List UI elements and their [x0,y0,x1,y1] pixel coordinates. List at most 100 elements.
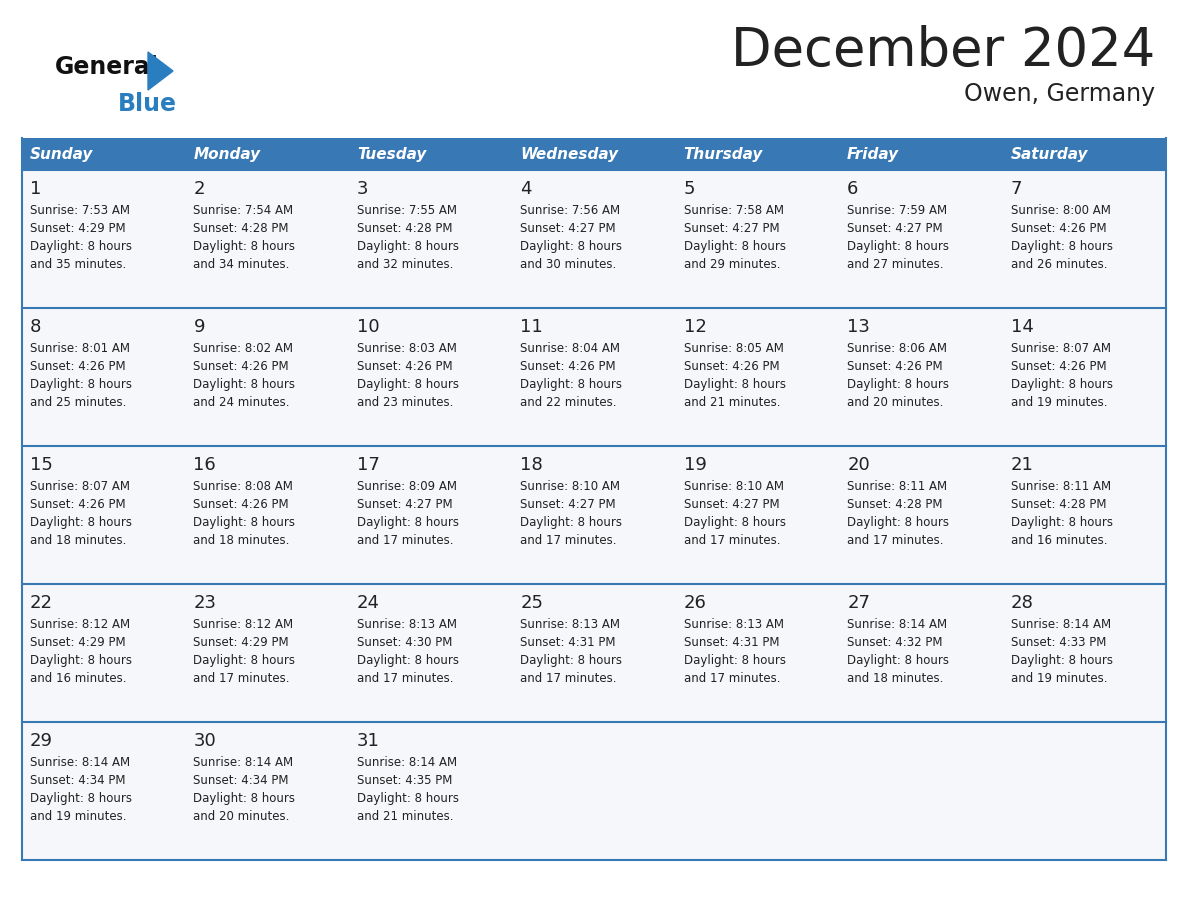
Text: Sunrise: 8:14 AM: Sunrise: 8:14 AM [30,756,131,769]
Text: Daylight: 8 hours: Daylight: 8 hours [356,792,459,805]
Text: and 16 minutes.: and 16 minutes. [30,672,126,685]
Text: Sunset: 4:26 PM: Sunset: 4:26 PM [520,360,615,373]
Text: Sunrise: 8:14 AM: Sunrise: 8:14 AM [847,618,947,631]
Text: 30: 30 [194,732,216,750]
Text: Daylight: 8 hours: Daylight: 8 hours [684,516,785,529]
Text: and 18 minutes.: and 18 minutes. [30,534,126,547]
Text: Sunrise: 7:54 AM: Sunrise: 7:54 AM [194,204,293,217]
Text: Daylight: 8 hours: Daylight: 8 hours [684,654,785,667]
Text: 6: 6 [847,180,859,198]
Text: Daylight: 8 hours: Daylight: 8 hours [356,516,459,529]
Text: Sunset: 4:27 PM: Sunset: 4:27 PM [356,498,453,511]
Text: Sunrise: 8:01 AM: Sunrise: 8:01 AM [30,342,129,355]
Text: and 16 minutes.: and 16 minutes. [1011,534,1107,547]
Text: Daylight: 8 hours: Daylight: 8 hours [847,378,949,391]
Text: Daylight: 8 hours: Daylight: 8 hours [1011,516,1113,529]
Text: Daylight: 8 hours: Daylight: 8 hours [30,240,132,253]
Text: Sunset: 4:26 PM: Sunset: 4:26 PM [30,498,126,511]
Text: 19: 19 [684,456,707,474]
Text: and 19 minutes.: and 19 minutes. [1011,396,1107,409]
Text: and 30 minutes.: and 30 minutes. [520,258,617,271]
Text: and 22 minutes.: and 22 minutes. [520,396,617,409]
Text: Sunset: 4:32 PM: Sunset: 4:32 PM [847,636,942,649]
Text: Sunset: 4:34 PM: Sunset: 4:34 PM [30,774,126,787]
Text: Sunset: 4:31 PM: Sunset: 4:31 PM [520,636,615,649]
Text: December 2024: December 2024 [731,25,1155,77]
Text: and 35 minutes.: and 35 minutes. [30,258,126,271]
Bar [839,138,1003,170]
Text: and 23 minutes.: and 23 minutes. [356,396,454,409]
Text: and 17 minutes.: and 17 minutes. [684,534,781,547]
Text: 4: 4 [520,180,532,198]
Text: 2: 2 [194,180,204,198]
Bar [676,138,839,170]
Text: and 17 minutes.: and 17 minutes. [520,534,617,547]
Text: Sunrise: 8:14 AM: Sunrise: 8:14 AM [194,756,293,769]
Polygon shape [148,52,173,90]
Text: Sunrise: 8:09 AM: Sunrise: 8:09 AM [356,480,457,493]
Text: 29: 29 [30,732,53,750]
Text: Daylight: 8 hours: Daylight: 8 hours [684,240,785,253]
Text: 16: 16 [194,456,216,474]
Text: Sunrise: 8:07 AM: Sunrise: 8:07 AM [30,480,129,493]
Text: and 21 minutes.: and 21 minutes. [684,396,781,409]
Text: 26: 26 [684,594,707,612]
Text: Sunrise: 8:12 AM: Sunrise: 8:12 AM [30,618,131,631]
Text: and 26 minutes.: and 26 minutes. [1011,258,1107,271]
Text: 11: 11 [520,318,543,336]
Text: 3: 3 [356,180,368,198]
Text: Sunrise: 8:12 AM: Sunrise: 8:12 AM [194,618,293,631]
Text: Wednesday: Wednesday [520,147,619,162]
Text: 22: 22 [30,594,53,612]
Text: Sunset: 4:35 PM: Sunset: 4:35 PM [356,774,453,787]
Text: Sunset: 4:26 PM: Sunset: 4:26 PM [30,360,126,373]
Text: Daylight: 8 hours: Daylight: 8 hours [194,516,296,529]
Text: and 27 minutes.: and 27 minutes. [847,258,943,271]
Text: Sunset: 4:26 PM: Sunset: 4:26 PM [194,360,289,373]
Text: and 17 minutes.: and 17 minutes. [356,534,454,547]
Text: 8: 8 [30,318,42,336]
Text: Daylight: 8 hours: Daylight: 8 hours [520,378,623,391]
Text: 23: 23 [194,594,216,612]
Text: Sunset: 4:26 PM: Sunset: 4:26 PM [847,360,943,373]
Text: Sunrise: 7:53 AM: Sunrise: 7:53 AM [30,204,129,217]
Text: Sunset: 4:33 PM: Sunset: 4:33 PM [1011,636,1106,649]
Text: 7: 7 [1011,180,1022,198]
Text: Sunset: 4:29 PM: Sunset: 4:29 PM [30,636,126,649]
Text: Sunrise: 8:05 AM: Sunrise: 8:05 AM [684,342,784,355]
Text: and 34 minutes.: and 34 minutes. [194,258,290,271]
Bar [512,138,676,170]
Text: Sunrise: 8:04 AM: Sunrise: 8:04 AM [520,342,620,355]
Text: and 21 minutes.: and 21 minutes. [356,810,454,823]
Text: Sunset: 4:28 PM: Sunset: 4:28 PM [194,222,289,235]
Text: General: General [55,55,159,79]
Bar [23,446,1165,584]
Text: and 20 minutes.: and 20 minutes. [847,396,943,409]
Text: and 19 minutes.: and 19 minutes. [30,810,126,823]
Text: Daylight: 8 hours: Daylight: 8 hours [1011,240,1113,253]
Text: Sunset: 4:28 PM: Sunset: 4:28 PM [1011,498,1106,511]
Text: Daylight: 8 hours: Daylight: 8 hours [30,792,132,805]
Text: Sunrise: 8:11 AM: Sunrise: 8:11 AM [847,480,947,493]
Text: Sunrise: 8:13 AM: Sunrise: 8:13 AM [684,618,784,631]
Text: Sunset: 4:31 PM: Sunset: 4:31 PM [684,636,779,649]
Text: Sunrise: 7:55 AM: Sunrise: 7:55 AM [356,204,457,217]
Text: Saturday: Saturday [1011,147,1088,162]
Text: Daylight: 8 hours: Daylight: 8 hours [847,654,949,667]
Bar [23,138,185,170]
Text: and 17 minutes.: and 17 minutes. [194,672,290,685]
Text: Sunset: 4:29 PM: Sunset: 4:29 PM [194,636,289,649]
Bar [1003,138,1165,170]
Text: Daylight: 8 hours: Daylight: 8 hours [684,378,785,391]
Text: Sunday: Sunday [30,147,94,162]
Bar [185,138,349,170]
Text: 20: 20 [847,456,870,474]
Text: Sunset: 4:27 PM: Sunset: 4:27 PM [847,222,943,235]
Text: Sunset: 4:29 PM: Sunset: 4:29 PM [30,222,126,235]
Text: Thursday: Thursday [684,147,763,162]
Text: Sunrise: 8:14 AM: Sunrise: 8:14 AM [356,756,457,769]
Text: Sunset: 4:26 PM: Sunset: 4:26 PM [684,360,779,373]
Text: Sunset: 4:28 PM: Sunset: 4:28 PM [356,222,453,235]
Text: Daylight: 8 hours: Daylight: 8 hours [356,654,459,667]
Text: Monday: Monday [194,147,260,162]
